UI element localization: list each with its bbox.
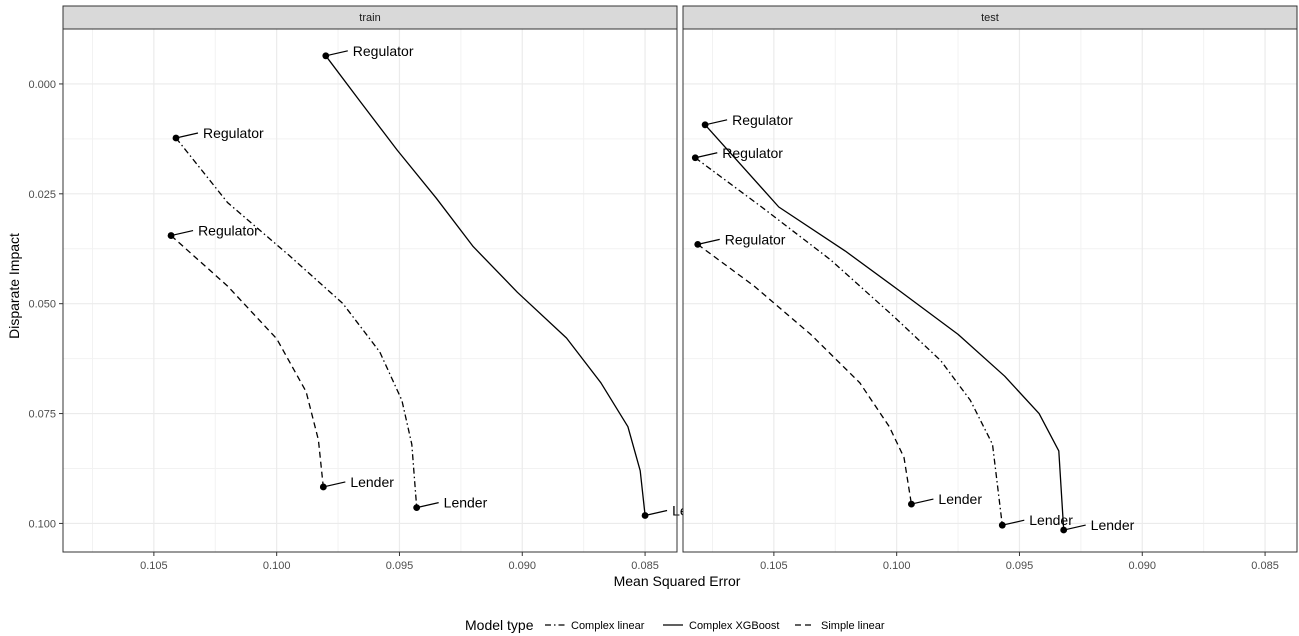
legend-item: Complex XGBoost <box>663 620 779 632</box>
facet-strip-label: train <box>359 12 380 24</box>
y-tick-label: 0.075 <box>28 409 56 421</box>
label-leader-line <box>323 481 346 488</box>
endpoint-label: Lender <box>350 474 394 490</box>
x-tick-label: 0.085 <box>1251 560 1279 572</box>
endpoint-label: Regulator <box>198 223 259 239</box>
endpoint-label: Regulator <box>732 112 793 128</box>
y-tick-label: 0.050 <box>28 299 56 311</box>
label-leader-line <box>175 132 199 139</box>
label-leader-line <box>697 238 720 245</box>
series-line-complex-xgboost <box>704 124 1065 531</box>
endpoint-label: Lender <box>1091 517 1135 533</box>
legend: Model type Complex linear Complex XGBoost… <box>465 617 885 633</box>
y-axis-title: Disparate Impact <box>6 233 22 339</box>
label-leader-line <box>704 119 728 126</box>
label-leader-line <box>170 229 194 237</box>
endpoint-label: Regulator <box>725 231 786 247</box>
legend-item: Simple linear <box>795 620 885 632</box>
series-line-complex-linear <box>175 137 418 508</box>
endpoint-label: Regulator <box>353 43 414 59</box>
endpoint-marker <box>691 154 699 162</box>
endpoint-label: Regulator <box>722 145 783 161</box>
legend-label: Complex linear <box>571 620 645 632</box>
panel-train: train 0.105 0.100 0.095 0.090 0.085 0.000 0.025… <box>28 5 716 572</box>
label-leader-line <box>416 502 439 509</box>
endpoint-label: Lender <box>444 495 488 511</box>
x-tick-label: 0.105 <box>140 560 168 572</box>
series-line-simple-linear <box>697 243 913 505</box>
endpoint-label: Lender <box>938 491 982 507</box>
panel-border <box>682 28 1298 553</box>
endpoint-label: Lender <box>1029 512 1073 528</box>
plot-background <box>683 29 1297 552</box>
x-tick-label: 0.090 <box>1129 560 1157 572</box>
label-leader-line <box>911 498 934 505</box>
y-tick-label: 0.000 <box>28 79 56 91</box>
label-leader-line <box>325 50 348 57</box>
series-line-complex-xgboost <box>325 55 646 516</box>
x-tick-label: 0.100 <box>883 560 911 572</box>
label-leader-line <box>1002 519 1025 526</box>
x-tick-label: 0.090 <box>509 560 537 572</box>
endpoint-marker <box>694 240 702 248</box>
panel-test: test 0.105 0.100 0.095 0.090 0.085 Regulator Le… <box>682 5 1298 572</box>
endpoint-marker <box>908 500 915 508</box>
facet-strip-label: test <box>981 12 999 24</box>
legend-title: Model type <box>465 617 534 633</box>
legend-label: Simple linear <box>821 620 885 632</box>
panels-layer: train 0.105 0.100 0.095 0.090 0.085 0.000 0.025… <box>28 5 1298 572</box>
y-tick-label: 0.100 <box>28 518 56 530</box>
endpoint-label: Regulator <box>203 125 264 141</box>
label-leader-line <box>1063 524 1086 531</box>
x-tick-label: 0.095 <box>386 560 414 572</box>
legend-entries: Complex linear Complex XGBoost Simple line… <box>545 620 885 632</box>
x-tick-label: 0.105 <box>760 560 788 572</box>
series-line-simple-linear <box>170 235 324 488</box>
x-axis-title: Mean Squared Error <box>614 573 741 589</box>
plot-background <box>63 29 677 552</box>
panel-border <box>62 28 678 553</box>
legend-label: Complex XGBoost <box>689 620 779 632</box>
y-tick-label: 0.025 <box>28 189 56 201</box>
series-line-complex-linear <box>694 157 1003 526</box>
x-tick-label: 0.085 <box>631 560 659 572</box>
x-tick-label: 0.095 <box>1006 560 1034 572</box>
label-leader-line <box>644 509 668 517</box>
x-tick-label: 0.100 <box>263 560 291 572</box>
legend-item: Complex linear <box>545 620 645 632</box>
label-leader-line <box>695 152 718 159</box>
